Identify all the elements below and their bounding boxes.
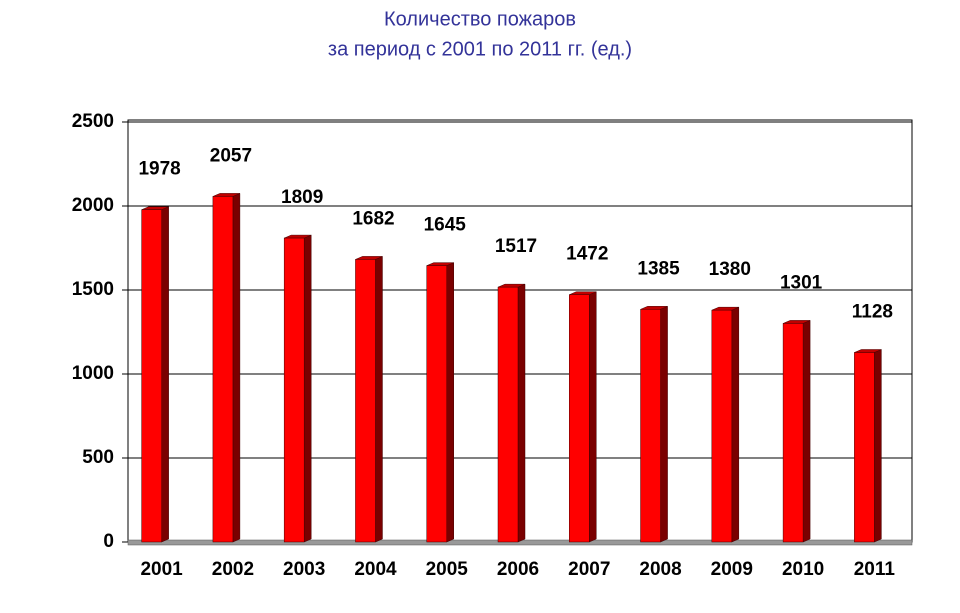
x-tick-label: 2004 [354,559,397,580]
x-tick-label: 2010 [782,559,824,580]
bar [569,291,597,543]
y-tick-label: 0 [103,531,114,552]
bar [497,283,526,543]
x-tick-label: 2011 [854,559,896,580]
value-label: 1645 [424,215,467,236]
x-tick-label: 2006 [497,559,539,580]
value-label: 1301 [780,272,823,293]
value-label: 1682 [352,208,394,229]
chart-title: Количество пожаров [384,8,576,30]
bar [283,234,312,543]
bar [426,262,454,543]
y-tick-label: 2000 [72,195,114,216]
value-label: 1380 [709,259,751,280]
y-tick-label: 2500 [72,111,114,132]
value-label: 1517 [495,236,537,257]
x-tick-label: 2002 [212,559,254,580]
bar [355,256,383,543]
x-tick-label: 2003 [283,559,325,580]
value-label: 1809 [281,187,323,208]
bar [141,206,169,543]
value-label: 1128 [852,302,893,323]
bar [782,320,811,543]
value-label: 1978 [138,159,180,180]
value-label: 1472 [566,244,608,265]
x-tick-label: 2009 [711,559,753,580]
bar [711,306,740,543]
y-tick-label: 1500 [72,279,114,300]
x-tick-label: 2001 [140,559,183,580]
x-tick-label: 2005 [426,559,469,580]
x-tick-label: 2008 [639,559,681,580]
y-tick-label: 500 [82,447,114,468]
bar [640,305,668,543]
x-tick-label: 2007 [568,559,610,580]
value-label: 2057 [210,145,252,166]
y-tick-label: 1000 [72,363,114,384]
bar [212,193,241,543]
value-label: 1385 [637,258,680,279]
bar [854,349,882,543]
chart-title: за период с 2001 по 2011 гг. (ед.) [328,38,632,60]
